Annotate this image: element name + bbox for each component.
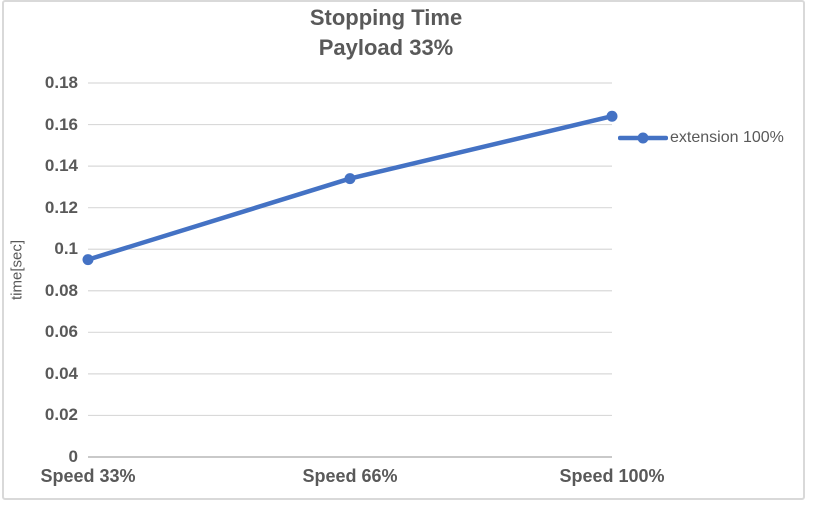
y-tick-label: 0.1 [54,239,78,259]
x-tick-label: Speed 100% [559,466,665,486]
y-axis-title: time[sec] [8,239,26,301]
data-point-marker [606,110,618,122]
series-markers [82,110,618,266]
series-line [85,113,615,262]
chart-title-block: Stopping Time Payload 33% [0,3,772,63]
y-tick-label: 0.16 [44,114,78,134]
legend: extension 100% [618,127,784,149]
y-tick-label: 0.06 [44,322,78,342]
x-tick-label: Speed 66% [302,466,398,486]
y-tick-label: 0.18 [44,73,78,92]
y-tick-label: 0 [68,447,78,466]
chart-subtitle: Payload 33% [318,35,454,60]
y-tick-label: 0.04 [44,363,78,383]
legend-marker-icon [618,132,668,144]
y-tick-label: 0.14 [44,156,78,176]
data-point-marker [344,173,356,185]
y-tick-label: 0.12 [44,197,78,217]
x-tick-label: Speed 33% [40,466,136,486]
y-tick-label: 0.08 [44,280,78,300]
y-tick-label: 0.02 [44,405,78,425]
chart-border [2,0,805,500]
data-point-marker [82,254,94,266]
series-polyline [85,113,615,262]
chart-title: Stopping Time [309,5,463,30]
gridlines [88,82,612,417]
legend-series-label: extension 100% [670,129,784,146]
